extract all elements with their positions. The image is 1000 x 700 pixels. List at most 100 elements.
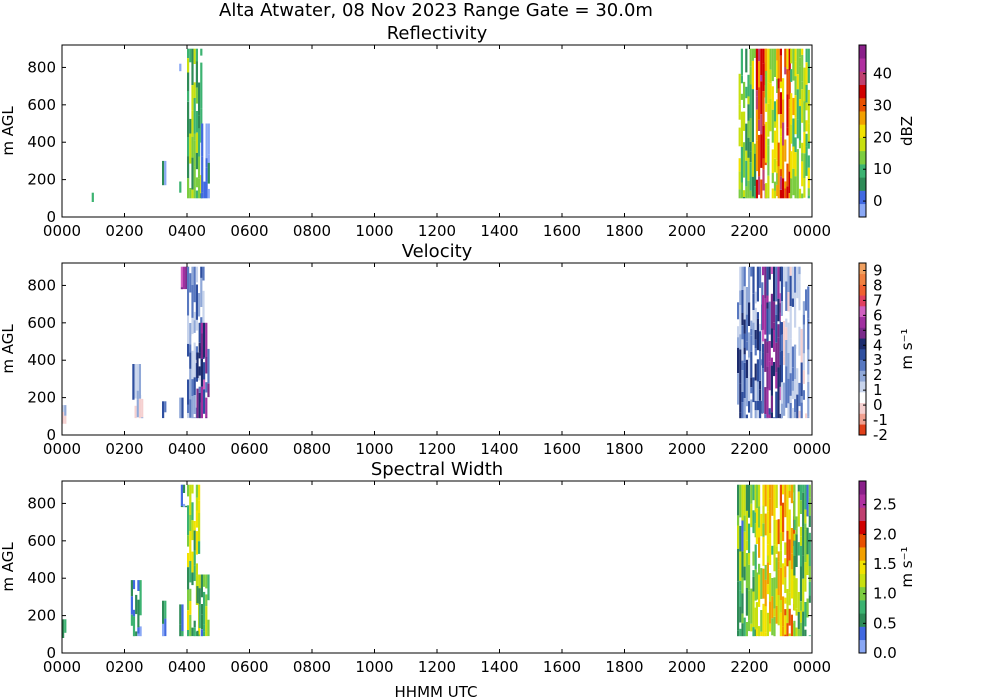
echo-data	[62, 266, 810, 424]
echo-cell	[779, 136, 782, 170]
echo-cell	[737, 393, 740, 405]
x-tick-label: 1200	[418, 222, 456, 240]
echo-cell	[758, 48, 761, 62]
echo-cell	[785, 310, 788, 319]
echo-cell	[804, 509, 807, 524]
echo-cell	[749, 162, 752, 191]
echo-cell	[787, 352, 790, 370]
echo-cell	[741, 577, 744, 594]
echo-cell	[748, 523, 751, 553]
echo-cell	[793, 575, 796, 611]
echo-cell	[205, 181, 208, 199]
echo-cell	[801, 89, 804, 123]
echo-cell	[195, 284, 198, 320]
echo-cell	[762, 295, 765, 330]
echo-cell	[751, 196, 754, 199]
echo-cell	[179, 63, 182, 72]
echo-cell	[779, 365, 782, 387]
colorbar-segment	[859, 327, 866, 339]
echo-cell	[198, 500, 201, 513]
echo-cell	[794, 412, 797, 419]
echo-cell	[784, 566, 787, 578]
echo-cell	[738, 127, 741, 147]
echo-cell	[792, 146, 795, 169]
colorbar-tick-label: 40	[873, 65, 892, 83]
echo-cell	[758, 61, 761, 88]
x-tick-label: 1400	[480, 222, 518, 240]
echo-cell	[162, 160, 165, 186]
echo-cell	[802, 314, 805, 325]
echo-cell	[805, 62, 808, 85]
y-tick-label: 400	[27, 351, 56, 369]
echo-cell	[189, 417, 192, 419]
x-tick-label: 1800	[605, 440, 643, 458]
echo-cell	[759, 331, 762, 346]
echo-cell	[759, 351, 762, 381]
echo-cell	[754, 400, 757, 411]
figure-title: Alta Atwater, 08 Nov 2023 Range Gate = 3…	[219, 0, 653, 21]
echo-cell	[137, 633, 140, 637]
echo-cell	[807, 195, 810, 199]
echo-cell	[760, 114, 763, 135]
echo-cell	[775, 304, 778, 315]
echo-cell	[775, 391, 778, 419]
echo-cell	[743, 347, 746, 355]
echo-cell	[802, 611, 805, 637]
echo-cell	[766, 562, 769, 585]
echo-cell	[754, 523, 757, 538]
echo-cell	[189, 48, 192, 63]
echo-cell	[130, 596, 133, 615]
echo-cell	[740, 182, 743, 199]
colorbar-segment	[859, 306, 866, 318]
colorbar: 0 10 20 30 40 dBZ	[858, 44, 916, 218]
echo-cell	[779, 303, 782, 313]
echo-cell	[784, 634, 787, 637]
echo-cell	[793, 533, 796, 541]
y-tick-label: 200	[27, 607, 56, 625]
echo-cell	[187, 484, 190, 497]
echo-cell	[807, 167, 810, 189]
echo-cell	[743, 190, 746, 197]
x-tick-label: 2000	[668, 222, 706, 240]
x-tick-label: 0200	[105, 222, 143, 240]
echo-cell	[64, 405, 67, 416]
echo-cell	[741, 551, 744, 578]
echo-cell	[195, 497, 198, 511]
echo-cell	[805, 266, 808, 290]
echo-cell	[797, 491, 800, 527]
echo-cell	[788, 171, 791, 194]
echo-cell	[786, 186, 789, 199]
x-tick-label: 1000	[355, 440, 393, 458]
echo-cell	[790, 614, 793, 628]
echo-cell	[791, 298, 794, 307]
echo-cell	[193, 133, 196, 141]
echo-cell	[784, 609, 787, 616]
colorbar-segment	[859, 71, 866, 85]
echo-cell	[130, 614, 133, 626]
echo-cell	[798, 281, 801, 311]
echo-cell	[768, 414, 771, 419]
echo-cell	[806, 598, 809, 618]
echo-cell	[764, 579, 767, 607]
echo-cell	[196, 586, 199, 604]
echo-cell	[777, 595, 780, 626]
echo-cell	[802, 324, 805, 354]
colorbar-segment	[859, 97, 866, 112]
echo-cell	[754, 48, 757, 58]
echo-cell	[788, 633, 791, 637]
echo-cell	[203, 631, 206, 637]
echo-cell	[786, 48, 789, 70]
echo-cell	[193, 140, 196, 167]
colorbar-segment	[859, 190, 866, 205]
echo-cell	[137, 599, 140, 628]
echo-cell	[790, 48, 793, 64]
echo-cell	[62, 412, 65, 424]
echo-cell	[747, 96, 750, 105]
echo-cell	[790, 151, 793, 179]
echo-cell	[801, 161, 804, 187]
echo-cell	[198, 115, 201, 129]
echo-cell	[777, 561, 780, 570]
echo-cell	[794, 61, 797, 76]
echo-cell	[793, 516, 796, 546]
